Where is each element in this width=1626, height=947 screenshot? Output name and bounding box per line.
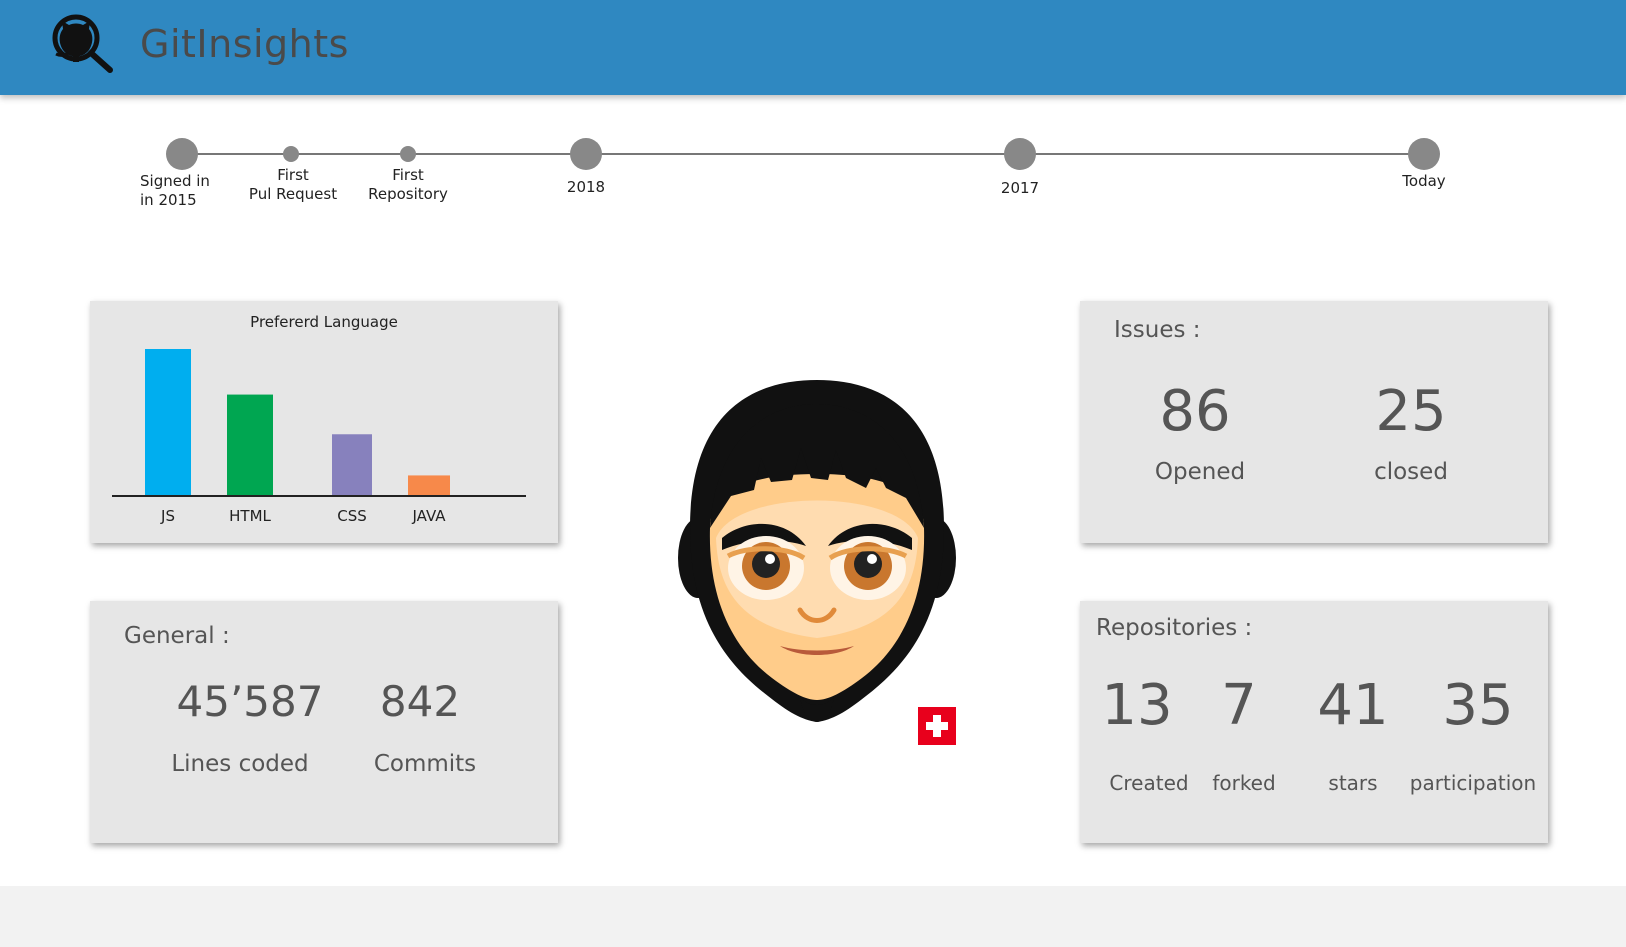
timeline-label-signed-in: Signed in in 2015 bbox=[140, 172, 210, 209]
repos-participation-label: participation bbox=[1409, 771, 1537, 795]
repositories-card: Repositories : 13 Created 7 forked 41 st… bbox=[1080, 601, 1548, 843]
general-card: General : 45’587 Lines coded 842 Commits bbox=[90, 601, 558, 843]
activity-timeline: Signed in in 2015 First Pul Request Firs… bbox=[0, 120, 1626, 230]
lines-coded-value: 45’587 bbox=[176, 677, 324, 726]
issues-heading: Issues : bbox=[1114, 317, 1201, 343]
general-heading: General : bbox=[124, 623, 230, 649]
user-avatar-icon[interactable] bbox=[676, 378, 958, 730]
commits-value: 842 bbox=[379, 677, 461, 726]
bar-js bbox=[145, 349, 191, 496]
timeline-node-first-repository[interactable] bbox=[400, 146, 416, 162]
repos-created-value: 13 bbox=[1101, 673, 1173, 738]
timeline-label-first-pull-request: First Pul Request bbox=[248, 166, 338, 203]
repositories-heading: Repositories : bbox=[1096, 615, 1253, 641]
timeline-label-2017: 2017 bbox=[1000, 179, 1040, 197]
bar-html bbox=[227, 394, 273, 496]
language-bar-chart: JS HTML CSS JAVA bbox=[112, 349, 526, 525]
bar-java bbox=[408, 475, 450, 496]
timeline-line bbox=[182, 153, 1424, 155]
timeline-node-today[interactable] bbox=[1408, 138, 1440, 170]
repos-created-label: Created bbox=[1109, 771, 1189, 795]
bar-css bbox=[332, 434, 372, 496]
timeline-node-2017[interactable] bbox=[1004, 138, 1036, 170]
repos-forked-value: 7 bbox=[1221, 673, 1257, 738]
repos-forked-label: forked bbox=[1212, 771, 1276, 795]
swiss-flag-icon bbox=[918, 707, 956, 745]
timeline-node-first-pull-request[interactable] bbox=[283, 146, 299, 162]
repos-stars-label: stars bbox=[1328, 771, 1378, 795]
issues-opened-label: Opened bbox=[1154, 459, 1246, 485]
tick-label-js: JS bbox=[160, 507, 175, 525]
timeline-label-2018: 2018 bbox=[566, 178, 606, 196]
issues-card: Issues : 86 Opened 25 closed bbox=[1080, 301, 1548, 543]
tick-label-html: HTML bbox=[229, 507, 271, 525]
app-title: GitInsights bbox=[140, 22, 349, 66]
commits-label: Commits bbox=[373, 751, 477, 777]
issues-closed-value: 25 bbox=[1375, 379, 1447, 444]
app-header: GitInsights bbox=[0, 0, 1626, 95]
page-footer bbox=[0, 886, 1626, 947]
lines-coded-label: Lines coded bbox=[171, 751, 309, 777]
repos-participation-value: 35 bbox=[1442, 673, 1514, 738]
timeline-node-signed-in[interactable] bbox=[166, 138, 198, 170]
preferred-language-card: Prefererd Language JS HTML CSS JAVA bbox=[90, 301, 558, 543]
timeline-node-2018[interactable] bbox=[570, 138, 602, 170]
github-search-icon[interactable] bbox=[46, 10, 116, 74]
issues-opened-value: 86 bbox=[1159, 379, 1231, 444]
timeline-label-today: Today bbox=[1402, 172, 1446, 190]
timeline-label-first-repository: First Repository bbox=[368, 166, 448, 203]
tick-label-css: CSS bbox=[337, 507, 367, 525]
repos-stars-value: 41 bbox=[1317, 673, 1389, 738]
tick-label-java: JAVA bbox=[411, 507, 446, 525]
issues-closed-label: closed bbox=[1374, 459, 1448, 485]
chart-title: Prefererd Language bbox=[250, 313, 398, 331]
